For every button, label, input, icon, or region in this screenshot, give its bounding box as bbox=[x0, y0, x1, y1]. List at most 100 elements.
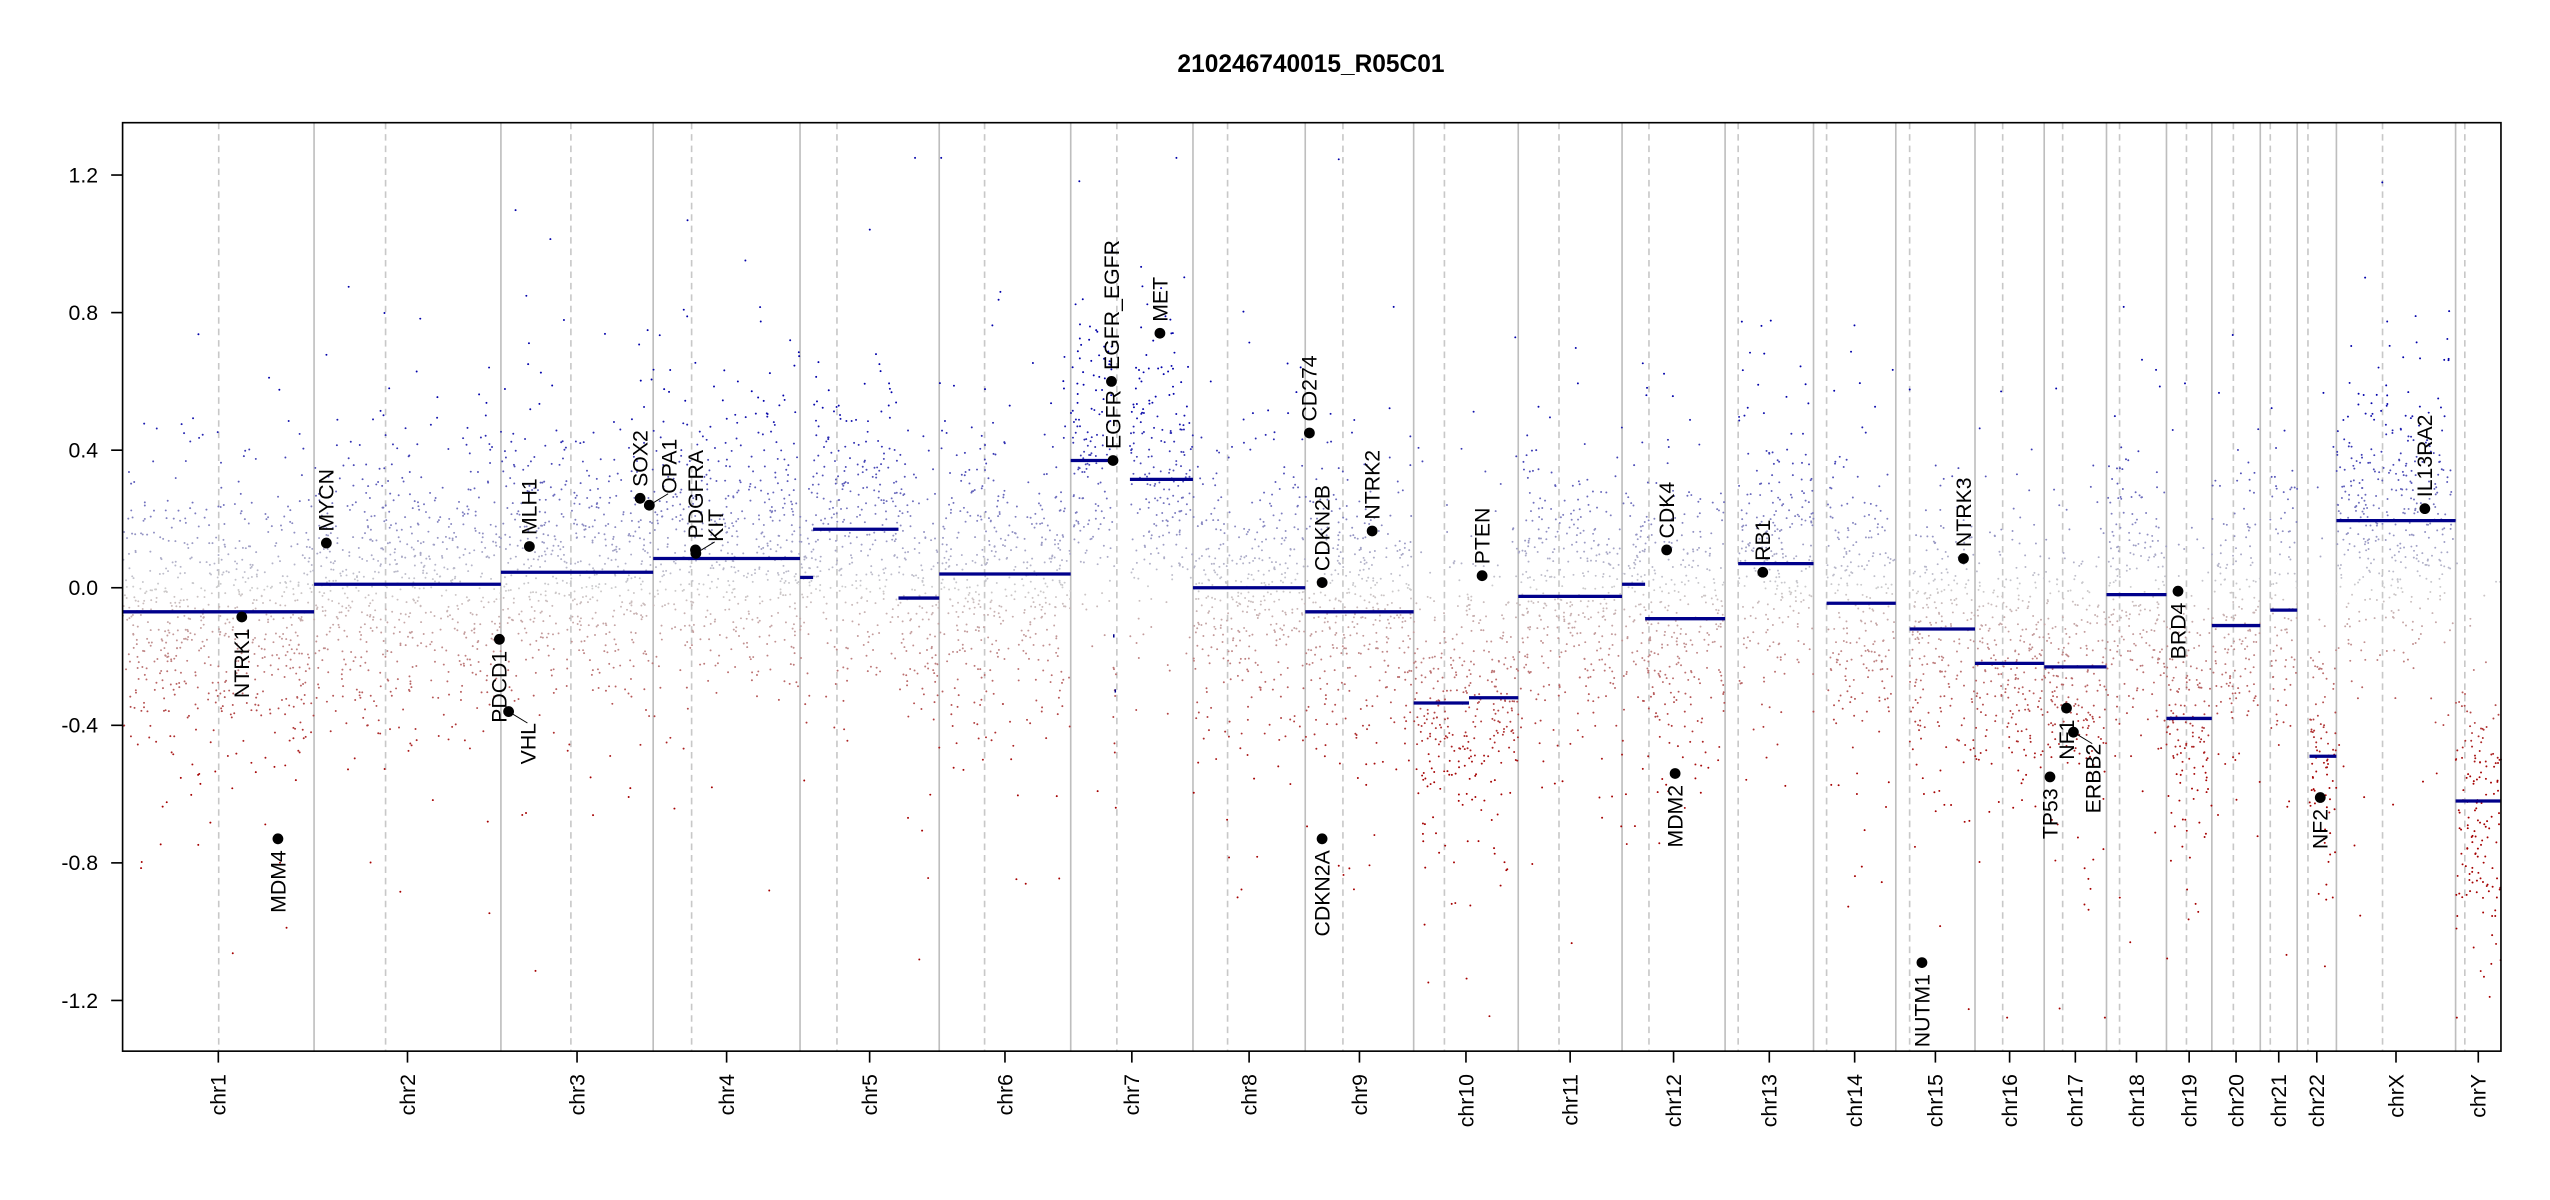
probe-point bbox=[268, 708, 271, 711]
probe-point bbox=[1392, 305, 1395, 308]
probe-point bbox=[394, 570, 397, 573]
probe-point bbox=[1142, 430, 1145, 433]
probe-point bbox=[717, 577, 720, 580]
probe-point bbox=[1612, 682, 1615, 685]
probe-point bbox=[1479, 619, 1482, 622]
probe-point bbox=[1544, 699, 1547, 702]
probe-point bbox=[143, 422, 146, 425]
probe-point bbox=[1545, 604, 1548, 607]
probe-point bbox=[442, 663, 445, 666]
probe-point bbox=[1460, 626, 1463, 629]
probe-point bbox=[779, 592, 782, 595]
probe-point bbox=[720, 549, 723, 552]
probe-point bbox=[1513, 751, 1516, 753]
probe-point bbox=[455, 535, 458, 538]
probe-point bbox=[579, 624, 582, 627]
probe-point bbox=[537, 599, 540, 602]
probe-point bbox=[1178, 564, 1181, 567]
probe-point bbox=[904, 463, 907, 466]
probe-point bbox=[1357, 651, 1360, 654]
probe-point bbox=[1300, 598, 1303, 601]
probe-point bbox=[1061, 586, 1064, 589]
probe-point bbox=[982, 626, 985, 629]
probe-point bbox=[752, 656, 755, 659]
probe-point bbox=[1429, 783, 1432, 786]
probe-point bbox=[794, 478, 797, 481]
probe-point bbox=[666, 543, 669, 546]
probe-point bbox=[1044, 582, 1047, 585]
probe-point bbox=[561, 440, 564, 443]
probe-point bbox=[934, 654, 937, 657]
probe-point bbox=[1493, 779, 1496, 782]
probe-point bbox=[1188, 469, 1191, 472]
probe-point bbox=[1601, 816, 1604, 819]
probe-point bbox=[599, 496, 602, 499]
probe-point bbox=[793, 364, 796, 367]
probe-point bbox=[1274, 631, 1276, 634]
probe-point bbox=[446, 680, 449, 683]
probe-point bbox=[1338, 507, 1341, 510]
probe-point bbox=[851, 584, 854, 587]
probe-point bbox=[756, 551, 759, 554]
probe-point bbox=[172, 633, 175, 636]
probe-point bbox=[415, 739, 418, 742]
probe-point bbox=[293, 563, 296, 566]
probe-point bbox=[1397, 616, 1400, 619]
probe-point bbox=[748, 488, 750, 491]
probe-point bbox=[736, 543, 739, 546]
probe-point bbox=[365, 491, 368, 494]
probe-point bbox=[979, 668, 982, 671]
probe-point bbox=[957, 588, 960, 591]
probe-point bbox=[579, 602, 582, 605]
probe-point bbox=[1076, 382, 1079, 385]
probe-point bbox=[1407, 759, 1410, 762]
probe-point bbox=[757, 545, 760, 548]
probe-point bbox=[1592, 700, 1595, 703]
probe-point bbox=[474, 510, 477, 513]
probe-point bbox=[539, 636, 542, 639]
probe-point bbox=[1020, 629, 1023, 632]
probe-point bbox=[1332, 493, 1335, 496]
probe-point bbox=[341, 650, 344, 653]
probe-point bbox=[263, 648, 266, 651]
probe-point bbox=[660, 638, 663, 641]
probe-point bbox=[1198, 582, 1201, 585]
probe-point bbox=[527, 363, 530, 366]
probe-point bbox=[274, 632, 277, 635]
probe-point bbox=[605, 633, 608, 635]
probe-point bbox=[506, 506, 509, 509]
probe-point bbox=[216, 576, 219, 579]
probe-point bbox=[1278, 488, 1281, 490]
probe-point bbox=[1354, 593, 1357, 596]
probe-point bbox=[714, 520, 716, 523]
probe-point bbox=[1407, 646, 1410, 649]
probe-point bbox=[730, 512, 733, 515]
probe-point bbox=[990, 739, 993, 742]
probe-point bbox=[1069, 607, 1071, 610]
probe-point bbox=[686, 522, 689, 525]
probe-point bbox=[985, 690, 988, 693]
probe-point bbox=[1181, 566, 1184, 568]
probe-point bbox=[766, 415, 769, 418]
probe-point bbox=[927, 449, 930, 452]
probe-point bbox=[1153, 484, 1156, 487]
probe-point bbox=[970, 647, 973, 650]
probe-point bbox=[584, 528, 587, 531]
probe-point bbox=[552, 648, 555, 651]
probe-point bbox=[297, 617, 300, 619]
probe-point bbox=[793, 575, 796, 578]
probe-point bbox=[828, 530, 831, 533]
probe-point bbox=[1137, 657, 1140, 660]
probe-point bbox=[825, 617, 828, 620]
probe-point bbox=[575, 536, 578, 539]
probe-point bbox=[525, 812, 527, 814]
probe-point bbox=[1494, 712, 1497, 715]
probe-point bbox=[393, 551, 396, 554]
probe-point bbox=[782, 394, 785, 397]
probe-point bbox=[882, 499, 885, 502]
probe-point bbox=[1520, 726, 1522, 729]
probe-point bbox=[1328, 599, 1331, 602]
probe-point bbox=[306, 663, 309, 666]
probe-point bbox=[447, 447, 450, 450]
probe-point bbox=[913, 537, 916, 540]
